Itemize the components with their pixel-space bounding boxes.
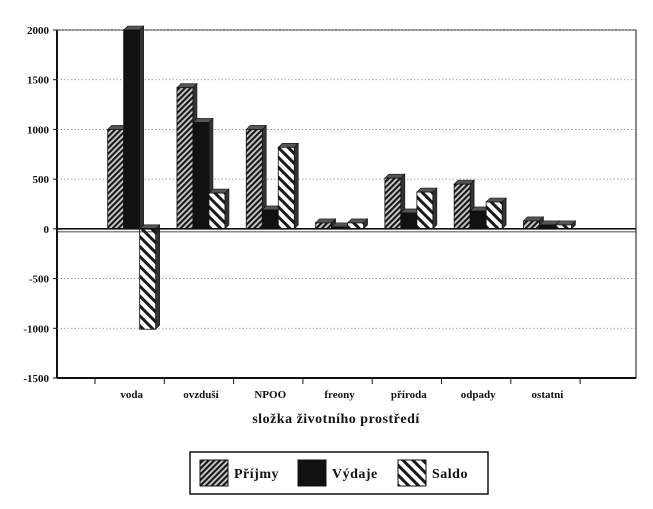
bar-face	[176, 87, 194, 230]
bar-face	[107, 129, 125, 230]
plot-area	[56, 29, 637, 379]
bar-saldo-2	[277, 142, 299, 230]
bar-face	[315, 222, 332, 230]
bar-side	[293, 142, 299, 230]
bar-face	[139, 228, 157, 330]
bar-saldo-5	[485, 197, 507, 230]
bar-saldo-6	[554, 220, 577, 230]
bar-face	[523, 220, 540, 230]
x-tick-label: voda	[120, 389, 143, 401]
y-axis: 2000 1500 1000 500 0 -500 -1000 -1500	[23, 25, 57, 385]
x-tick-label: ovzduší	[183, 389, 219, 401]
bar-side	[224, 188, 230, 230]
bar-face	[123, 29, 141, 230]
y-tick-label: 0	[44, 224, 50, 236]
bar-face	[485, 201, 503, 230]
bar-face	[469, 210, 487, 230]
bar-face	[277, 146, 295, 230]
y-tick-label: -1500	[23, 373, 49, 385]
x-tick-label: freony	[324, 389, 355, 401]
legend-swatch-vydaje	[297, 459, 327, 487]
bar-top	[176, 83, 198, 88]
legend-box	[189, 451, 489, 495]
bar-top	[208, 188, 230, 194]
legend-label-saldo: Saldo	[432, 467, 468, 482]
x-tick-label: odpady	[461, 389, 496, 401]
legend-swatch-saldo	[397, 459, 427, 487]
legend-swatch-prijmy	[199, 459, 229, 487]
legend: Příjmy Výdaje Saldo	[189, 451, 489, 495]
bar-top	[314, 218, 337, 224]
bar-saldo-4	[416, 187, 438, 230]
bar-face	[384, 177, 402, 230]
bar-saldo-3	[346, 218, 369, 230]
y-tick-label: -1000	[23, 323, 49, 335]
legend-label-prijmy: Příjmy	[234, 467, 279, 482]
y-tick-label: -500	[29, 274, 50, 286]
bar-face	[400, 212, 418, 230]
bar-face	[261, 209, 279, 230]
bar-face	[347, 222, 364, 230]
bar-top	[384, 173, 406, 179]
bar-face	[416, 191, 434, 230]
bars	[57, 25, 636, 331]
bar-výdaje-0	[122, 25, 145, 230]
bar-top	[485, 197, 507, 203]
bar-face	[453, 183, 471, 230]
x-tick-label: NPOO	[254, 389, 286, 401]
bar-face	[208, 192, 226, 230]
x-axis-title: složka životního prostředí	[252, 412, 420, 427]
bar-top	[416, 187, 438, 193]
y-tick-label: 2000	[27, 25, 50, 37]
x-tick-label: ostatní	[532, 389, 565, 401]
bar-saldo-1	[208, 188, 230, 230]
bar-face	[192, 122, 210, 230]
bar-top	[122, 25, 145, 31]
bar-side	[139, 25, 144, 230]
x-axis: voda ovzduší NPOO freony příroda odpady ostatn…	[94, 378, 581, 401]
bar-top	[453, 179, 475, 185]
x-tick-label: příroda	[391, 389, 427, 401]
bar-top	[346, 218, 369, 224]
bar-side	[432, 187, 438, 230]
y-tick-label: 500	[33, 174, 50, 186]
bar-face	[245, 129, 263, 230]
bar-side	[155, 224, 160, 331]
bar-side	[501, 197, 507, 230]
bar-příjmy-2	[245, 124, 267, 230]
y-tick-label: 1500	[27, 75, 50, 87]
legend-label-vydaje: Výdaje	[332, 467, 378, 482]
y-tick-label: 1000	[27, 124, 50, 136]
bar-top	[245, 125, 267, 130]
bar-saldo-0	[138, 224, 161, 331]
bar-top	[192, 118, 214, 123]
bar-top	[554, 220, 577, 226]
bar-top	[277, 143, 299, 148]
bar-top	[522, 216, 545, 222]
